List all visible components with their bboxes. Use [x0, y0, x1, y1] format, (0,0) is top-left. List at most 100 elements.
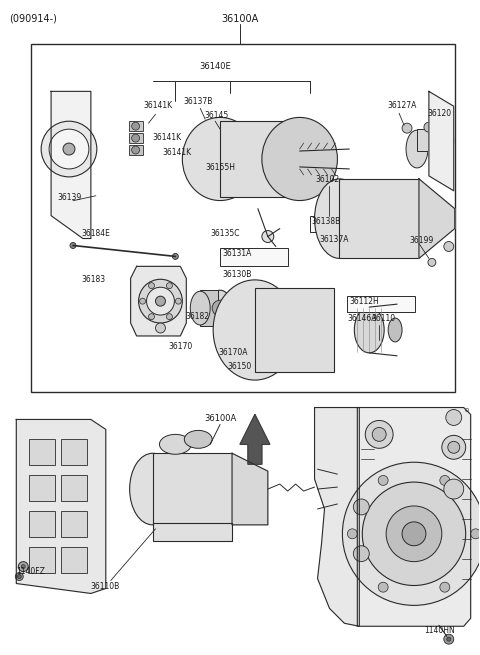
Text: 36140E: 36140E — [199, 62, 231, 71]
Bar — [417, 129, 443, 151]
Circle shape — [353, 499, 369, 515]
Text: 36139: 36139 — [57, 193, 81, 202]
Circle shape — [378, 582, 388, 592]
Circle shape — [132, 134, 140, 142]
Ellipse shape — [130, 453, 175, 525]
Circle shape — [148, 314, 155, 320]
Text: 36131A: 36131A — [222, 250, 252, 259]
Text: 36100A: 36100A — [204, 415, 236, 424]
Circle shape — [146, 288, 174, 315]
Circle shape — [446, 409, 462, 426]
Circle shape — [17, 574, 21, 578]
Text: 36184E: 36184E — [81, 229, 110, 238]
Text: 36183: 36183 — [81, 275, 105, 284]
Text: 36150: 36150 — [228, 362, 252, 371]
Ellipse shape — [432, 124, 454, 158]
Ellipse shape — [213, 280, 297, 380]
Circle shape — [70, 242, 76, 248]
Polygon shape — [314, 407, 360, 626]
Text: 36138B: 36138B — [312, 217, 341, 225]
Circle shape — [444, 242, 454, 252]
Bar — [310, 215, 371, 232]
Polygon shape — [357, 407, 471, 626]
Text: 36145: 36145 — [204, 111, 228, 121]
Circle shape — [402, 522, 426, 546]
Circle shape — [402, 123, 412, 133]
Text: 1140FZ: 1140FZ — [16, 567, 45, 576]
Circle shape — [428, 259, 436, 267]
Polygon shape — [131, 267, 186, 336]
Bar — [31, 44, 455, 392]
Circle shape — [63, 143, 75, 155]
Circle shape — [444, 479, 464, 499]
Circle shape — [140, 298, 145, 304]
Circle shape — [342, 462, 480, 605]
Text: 36199: 36199 — [409, 236, 433, 244]
Circle shape — [424, 122, 434, 132]
Text: 36182: 36182 — [185, 312, 209, 321]
Ellipse shape — [208, 290, 232, 326]
Circle shape — [139, 279, 182, 323]
Polygon shape — [429, 92, 454, 191]
Circle shape — [262, 231, 274, 242]
Circle shape — [172, 253, 179, 259]
Text: O: O — [465, 407, 469, 413]
Text: 36141K: 36141K — [162, 148, 192, 157]
Text: 36130B: 36130B — [222, 271, 252, 279]
Bar — [61, 475, 87, 501]
Bar — [153, 453, 232, 525]
Circle shape — [442, 436, 466, 459]
Circle shape — [471, 529, 480, 539]
Bar — [220, 248, 288, 267]
Bar — [129, 133, 143, 143]
Text: 36155H: 36155H — [205, 163, 235, 172]
Text: 36141K: 36141K — [144, 102, 173, 110]
Circle shape — [21, 565, 25, 569]
Circle shape — [353, 546, 369, 561]
Bar — [129, 121, 143, 131]
Text: 36120: 36120 — [427, 109, 451, 119]
Circle shape — [372, 428, 386, 441]
Text: 36102: 36102 — [315, 175, 340, 184]
Text: 36170A: 36170A — [218, 348, 248, 357]
Bar — [153, 523, 232, 541]
Polygon shape — [419, 179, 455, 259]
Circle shape — [444, 634, 454, 644]
Circle shape — [386, 506, 442, 561]
Polygon shape — [240, 415, 270, 464]
Circle shape — [49, 129, 89, 169]
Text: 36137A: 36137A — [320, 234, 349, 244]
Text: 36141K: 36141K — [153, 133, 181, 142]
Bar — [255, 288, 335, 372]
Ellipse shape — [159, 434, 192, 455]
Bar — [61, 440, 87, 465]
Ellipse shape — [190, 291, 210, 325]
Circle shape — [362, 482, 466, 586]
Bar — [200, 290, 218, 326]
Ellipse shape — [354, 307, 384, 353]
Text: 36146A: 36146A — [348, 314, 377, 323]
Polygon shape — [16, 419, 106, 593]
Bar — [348, 296, 415, 312]
Circle shape — [18, 561, 28, 572]
Circle shape — [440, 582, 450, 592]
Circle shape — [365, 421, 393, 448]
Circle shape — [132, 122, 140, 130]
Circle shape — [156, 296, 166, 306]
Bar — [61, 547, 87, 572]
Bar — [61, 511, 87, 537]
Polygon shape — [232, 453, 268, 525]
Text: 36110B: 36110B — [91, 582, 120, 591]
Text: 36110: 36110 — [371, 314, 396, 323]
Ellipse shape — [182, 117, 258, 200]
Circle shape — [378, 476, 388, 485]
Text: 1140HN: 1140HN — [424, 626, 455, 635]
Ellipse shape — [262, 117, 337, 200]
Circle shape — [148, 283, 155, 289]
Bar — [29, 547, 55, 572]
Circle shape — [15, 572, 23, 580]
Circle shape — [440, 476, 450, 485]
Bar — [339, 179, 419, 259]
Bar — [29, 475, 55, 501]
Text: 36135C: 36135C — [210, 229, 240, 238]
